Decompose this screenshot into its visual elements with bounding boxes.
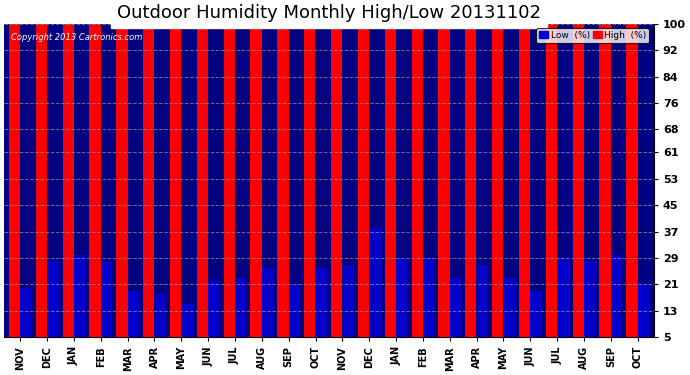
Bar [369,228,381,354]
Bar [331,24,342,354]
Bar [277,24,288,354]
Bar [477,265,488,354]
Bar [74,255,86,354]
Bar [342,265,354,354]
Bar [492,24,503,354]
Bar [181,304,193,354]
Bar [450,278,461,354]
Bar [36,24,47,354]
Bar [250,24,262,354]
Bar [63,24,74,354]
Bar [90,24,101,354]
Bar [128,291,139,354]
Bar [423,258,434,354]
Bar [519,24,530,354]
Title: Outdoor Humidity Monthly High/Low 20131102: Outdoor Humidity Monthly High/Low 201311… [117,4,541,22]
Bar [235,278,246,354]
Bar [600,24,611,354]
Bar [638,284,649,354]
Bar [396,258,408,354]
Legend: Low  (%), High  (%): Low (%), High (%) [536,28,649,43]
Bar [584,261,595,354]
Bar [573,24,584,354]
Bar [170,24,181,354]
Bar [208,281,219,354]
Bar [304,24,315,354]
Bar [155,294,166,354]
Bar [224,24,235,354]
Bar [385,24,396,354]
Bar [558,258,569,354]
Bar [546,24,557,354]
Bar [21,288,32,354]
Bar [101,261,112,354]
Bar [316,268,327,354]
Bar [289,284,300,354]
Bar [411,24,423,354]
Bar [504,278,515,354]
Bar [116,24,128,354]
Bar [47,261,59,354]
Bar [197,24,208,354]
Bar [465,24,477,354]
Bar [611,255,622,354]
Bar [358,24,369,354]
Text: Copyright 2013 Cartronics.com: Copyright 2013 Cartronics.com [10,33,142,42]
Bar [531,291,542,354]
Bar [262,268,273,354]
Bar [438,24,450,354]
Bar [9,24,20,354]
Bar [143,24,155,354]
Bar [627,24,638,354]
